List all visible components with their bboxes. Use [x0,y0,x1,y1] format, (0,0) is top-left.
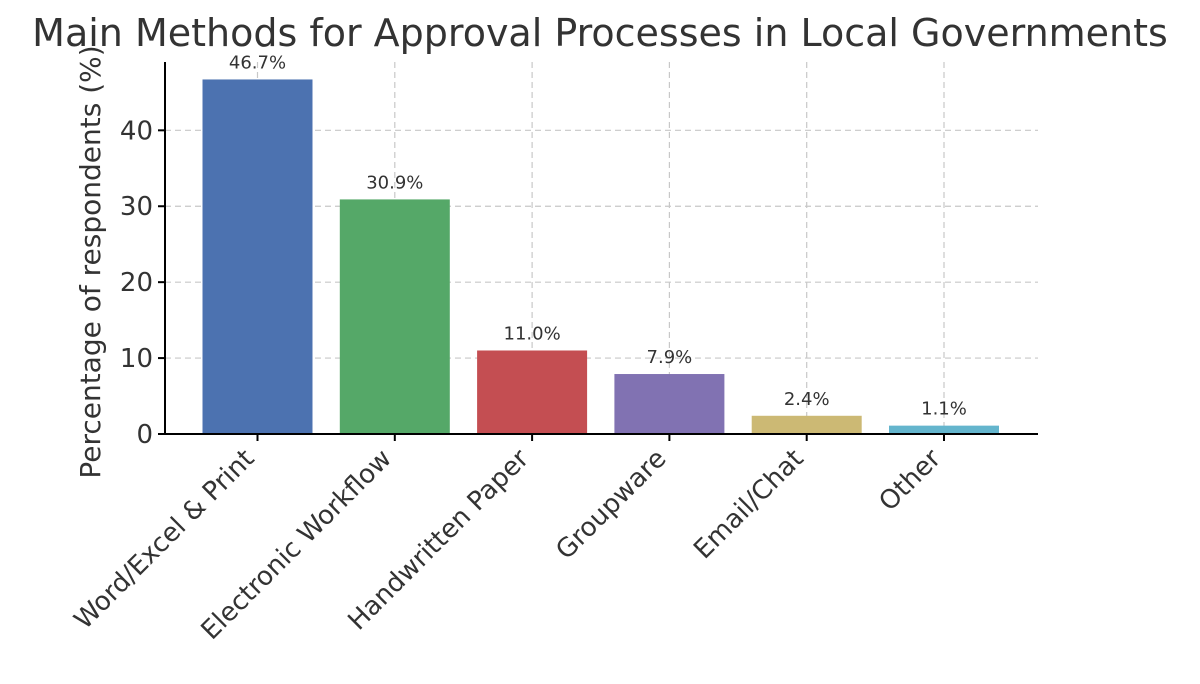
data-label: 1.1% [921,399,967,420]
data-label: 30.9% [366,172,423,193]
bar [477,350,588,434]
data-label: 7.9% [647,347,693,368]
y-tick-label: 20 [120,268,153,298]
chart-title: Main Methods for Approval Processes in L… [32,11,1168,55]
bars [202,79,999,434]
x-tick-label: Email/Chat [688,444,809,565]
bar [614,374,725,434]
y-tick-label: 10 [120,344,153,374]
bar [751,415,862,434]
data-label: 46.7% [229,52,286,73]
y-tick-label: 0 [136,420,153,450]
y-tick-label: 40 [120,116,153,146]
x-tick-label: Groupware [550,444,672,566]
data-label: 11.0% [504,323,561,344]
y-axis-label: Percentage of respondents (%) [74,45,107,478]
data-label: 2.4% [784,389,830,410]
bar [889,425,999,434]
bar [339,199,450,434]
y-tick-label: 30 [120,192,153,222]
bar [202,79,313,434]
axes [158,62,1038,441]
x-tick-label: Other [874,444,948,518]
